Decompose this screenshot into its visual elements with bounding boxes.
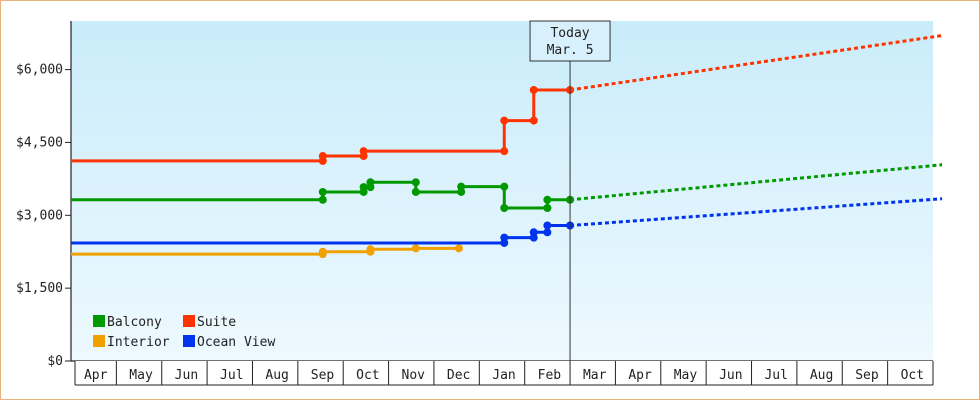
series-suite bbox=[71, 34, 943, 165]
legend-label-ocean-view: Ocean View bbox=[197, 335, 275, 350]
today-box bbox=[529, 20, 611, 62]
axes: $0 $1,500 $3,000 $4,500 $6,000 Apr May Jun Jul Au… bbox=[16, 21, 934, 386]
series-interior-point bbox=[454, 244, 463, 253]
today-marker: Today Mar. 5 bbox=[529, 20, 611, 361]
legend-label-balcony: Balcony bbox=[107, 315, 162, 330]
series-interior bbox=[71, 244, 463, 259]
series-balcony-point bbox=[318, 187, 327, 196]
x-tick-label: May bbox=[129, 368, 153, 383]
series-layer bbox=[71, 34, 943, 259]
x-tick-label: Apr bbox=[628, 368, 652, 383]
y-tick-label: $1,500 bbox=[16, 281, 63, 296]
legend-swatch-suite bbox=[183, 315, 195, 327]
x-tick-label: Oct bbox=[901, 368, 924, 383]
y-tick-label: $3,000 bbox=[16, 208, 63, 223]
series-suite-point bbox=[529, 116, 538, 125]
series-ocean-view-point bbox=[543, 221, 552, 230]
series-balcony-point bbox=[543, 204, 552, 212]
series-suite-point bbox=[359, 147, 368, 156]
legend-swatch-ocean-view bbox=[183, 335, 195, 347]
x-tick-label: May bbox=[674, 368, 698, 383]
x-tick-label: Jul bbox=[764, 368, 787, 383]
series-ocean-view-point bbox=[529, 228, 538, 237]
series-balcony-point bbox=[500, 204, 509, 212]
y-tick-label: $0 bbox=[47, 354, 63, 369]
x-tick-label: Sep bbox=[855, 368, 879, 383]
series-suite-point bbox=[529, 85, 538, 94]
x-tick-label: Feb bbox=[538, 368, 562, 383]
x-tick-label: Mar bbox=[583, 368, 607, 383]
x-tick-label: Apr bbox=[84, 368, 108, 383]
series-balcony-point bbox=[318, 195, 327, 204]
series-ocean-view-forecast-line bbox=[569, 197, 943, 227]
x-tick-label: Jun bbox=[175, 368, 198, 383]
x-tick-label: Jul bbox=[220, 368, 243, 383]
series-balcony-point bbox=[500, 182, 509, 191]
plot-area bbox=[71, 21, 933, 361]
series-balcony-line bbox=[71, 180, 571, 210]
series-balcony-point bbox=[457, 182, 466, 191]
today-label: Today bbox=[550, 26, 589, 41]
series-interior-point bbox=[318, 247, 327, 256]
series-balcony-point bbox=[411, 187, 420, 196]
legend-swatch-interior bbox=[93, 335, 105, 347]
x-tick-label: Jun bbox=[719, 368, 742, 383]
x-tick-label: Jan bbox=[492, 368, 515, 383]
legend-swatch-balcony bbox=[93, 315, 105, 327]
series-suite-point bbox=[500, 147, 509, 156]
series-balcony-point bbox=[366, 178, 375, 187]
legend-label-interior: Interior bbox=[107, 335, 170, 350]
y-tick-label: $4,500 bbox=[16, 135, 63, 150]
series-balcony-point bbox=[543, 195, 552, 204]
x-tick-label: Dec bbox=[447, 368, 470, 383]
series-ocean-view-point bbox=[543, 228, 552, 237]
legend-label-suite: Suite bbox=[197, 315, 236, 330]
x-tick-label: Nov bbox=[402, 368, 426, 383]
x-tick-label: Aug bbox=[810, 368, 833, 383]
today-date-label: Mar. 5 bbox=[547, 43, 594, 58]
series-suite-point bbox=[500, 116, 509, 125]
y-tick-label: $6,000 bbox=[16, 63, 63, 78]
legend: Balcony Suite Interior Ocean View bbox=[93, 315, 275, 350]
x-tick-label: Sep bbox=[311, 368, 335, 383]
series-balcony bbox=[71, 163, 943, 212]
series-interior-point bbox=[366, 245, 375, 254]
series-suite-point bbox=[318, 152, 327, 161]
x-axis-band bbox=[75, 361, 933, 385]
series-balcony-point bbox=[411, 178, 420, 187]
series-balcony-forecast-line bbox=[569, 163, 943, 202]
series-ocean-view-point bbox=[500, 233, 509, 242]
series-interior-point bbox=[411, 244, 420, 253]
x-tick-label: Aug bbox=[265, 368, 288, 383]
series-balcony-point bbox=[359, 183, 368, 192]
x-tick-label: Oct bbox=[356, 368, 379, 383]
series-ocean-view bbox=[71, 197, 943, 247]
